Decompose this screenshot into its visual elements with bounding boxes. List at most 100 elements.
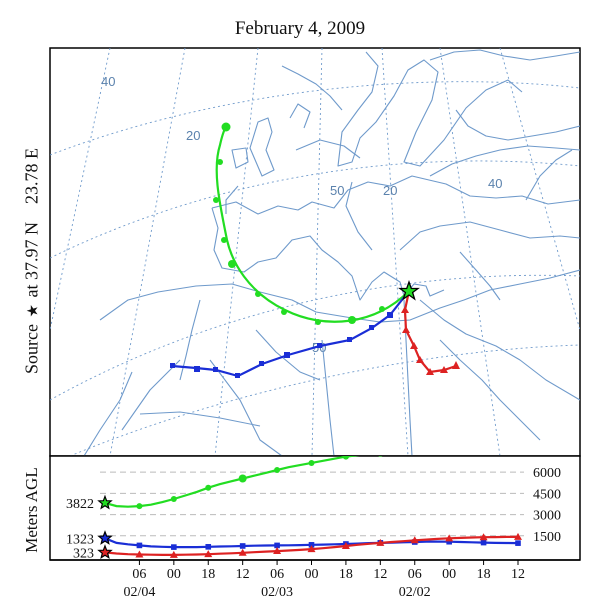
trajectory-point (402, 326, 410, 333)
height-tick-label: 4500 (533, 487, 561, 502)
trajectory-point (221, 122, 231, 132)
height-series-point (342, 456, 349, 460)
trajectory-point (317, 343, 322, 348)
trajectory-point (228, 260, 236, 268)
trajectory-point (440, 366, 448, 373)
height-series-point (378, 456, 383, 457)
height-series-point (204, 550, 213, 558)
trajectory-point (235, 373, 240, 378)
height-start-label: 1323 (66, 532, 94, 547)
height-start-label: 323 (73, 546, 94, 561)
time-tick-label: 12 (236, 567, 250, 582)
height-series-point (480, 539, 487, 546)
trajectory-point (194, 366, 200, 372)
height-series-point (238, 548, 247, 556)
graticule-label: 50 (330, 183, 344, 198)
trajectory-point (369, 325, 374, 330)
height-series-point (446, 538, 452, 545)
trajectory-point (452, 361, 460, 369)
graticule-labels: 40 20 50 20 40 50 (101, 74, 502, 355)
trajectory-point (426, 368, 434, 375)
trajectory-point (348, 316, 356, 324)
time-tick-label: 18 (477, 567, 491, 582)
time-tick-label: 12 (511, 567, 525, 582)
height-start-star (97, 494, 113, 510)
height-series-point (239, 543, 246, 549)
trajectory-point (170, 363, 175, 368)
height-series-point (136, 503, 143, 510)
trajectory-point (217, 159, 223, 165)
trajectory-point (401, 306, 409, 313)
height-series-point (479, 533, 488, 541)
graticule-label: 40 (101, 74, 115, 89)
graticule (50, 48, 580, 456)
trajectory-point (221, 237, 227, 243)
height-series-point (274, 542, 280, 549)
graticule-label: 20 (383, 183, 397, 198)
trajectory-point (416, 356, 424, 363)
time-tick-label: 00 (305, 567, 319, 582)
height-series-point (170, 496, 177, 503)
height-series-point (376, 538, 385, 546)
date-label: 02/02 (399, 585, 431, 600)
time-tick-label: 18 (201, 567, 215, 582)
height-start-star (97, 530, 113, 545)
trajectory-point (281, 309, 287, 315)
trajectory-point (213, 197, 219, 203)
map-frame (49, 47, 581, 457)
trajectory-point (284, 352, 290, 358)
trajectory-point (213, 367, 218, 372)
height-start-star (97, 544, 113, 560)
time-tick-label: 06 (408, 567, 422, 582)
time-tick-label: 00 (167, 567, 181, 582)
height-series-point (205, 544, 212, 550)
height-series-point (515, 540, 521, 546)
trajectory-point (379, 306, 385, 312)
height-start-label: 3822 (66, 497, 94, 512)
trajectory-point (315, 319, 321, 325)
time-tick-label: 00 (442, 567, 456, 582)
time-axis: 06 00 18 12 06 00 18 12 06 00 18 12 02/04 02/03 02/02 (50, 559, 580, 600)
height-series-point (308, 542, 315, 548)
trajectory-path (215, 126, 410, 323)
trajectory-point (387, 312, 393, 318)
height-series (97, 456, 522, 560)
map-panel: 40 20 50 20 40 50 (49, 47, 581, 457)
height-series-point (169, 550, 178, 558)
date-label: 02/04 (123, 585, 155, 600)
height-series-point (307, 545, 316, 553)
chart-title: February 4, 2009 (234, 18, 366, 39)
height-series-point (410, 536, 419, 544)
height-series-point (136, 542, 143, 549)
height-tick-label: 3000 (533, 509, 561, 524)
source-star-marker (398, 280, 420, 301)
height-series-point (135, 550, 144, 558)
graticule-label: 20 (186, 128, 200, 143)
height-series-point (205, 484, 212, 491)
time-tick-label: 12 (373, 567, 387, 582)
height-tick-label: 1500 (533, 530, 561, 545)
trajectory-point (347, 337, 352, 342)
height-series-point (274, 467, 281, 474)
time-tick-label: 18 (339, 567, 353, 582)
height-series-point (171, 544, 177, 550)
time-tick-label: 06 (132, 567, 146, 582)
height-series-point (341, 541, 350, 549)
height-gridlines (100, 471, 524, 537)
height-series-point (445, 534, 454, 542)
height-series-point (514, 532, 522, 540)
graticule-label: 40 (488, 176, 502, 191)
height-series-point (308, 459, 315, 466)
trajectory-point (259, 361, 264, 366)
trajectory-point (255, 291, 261, 297)
height-series-point (238, 474, 247, 483)
height-right-ticks: 6000 4500 3000 1500 (533, 466, 561, 545)
height-tick-label: 6000 (533, 466, 561, 481)
trajectory-markers (170, 122, 460, 378)
time-tick-label: 06 (270, 567, 284, 582)
date-label: 02/03 (261, 585, 293, 600)
trajectory-point (410, 342, 418, 349)
